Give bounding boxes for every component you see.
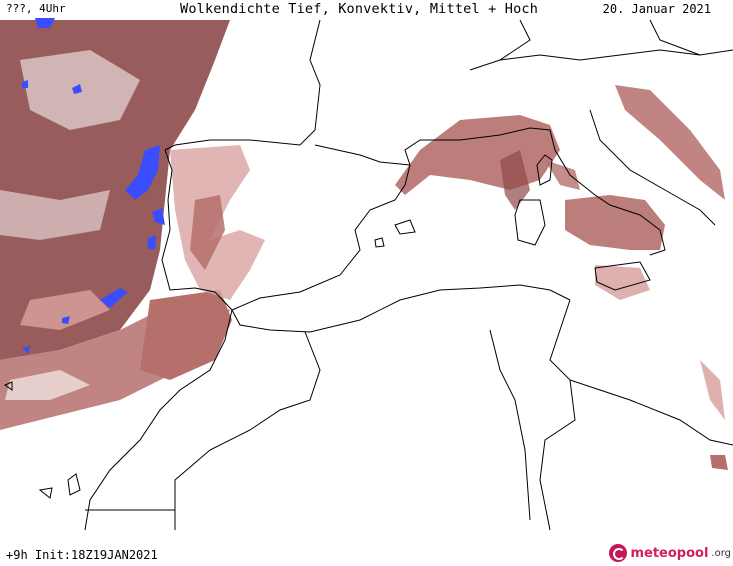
logo-tld: .org (711, 547, 731, 559)
coastlines-layer (3, 19, 733, 531)
header-time-label: ???, 4Uhr (6, 2, 66, 15)
logo-name: meteopool (630, 545, 709, 561)
header-title: Wolkendichte Tief, Konvektiv, Mittel + H… (180, 1, 539, 17)
meteopool-logo[interactable]: meteopool .org (609, 542, 731, 564)
forecast-run-label: +9h Init:18Z19JAN2021 (6, 548, 158, 562)
convective-cells-layer (22, 18, 165, 354)
cloud-cover-layer (0, 20, 728, 470)
logo-icon (609, 544, 628, 562)
header-date: 20. Januar 2021 (602, 2, 711, 16)
